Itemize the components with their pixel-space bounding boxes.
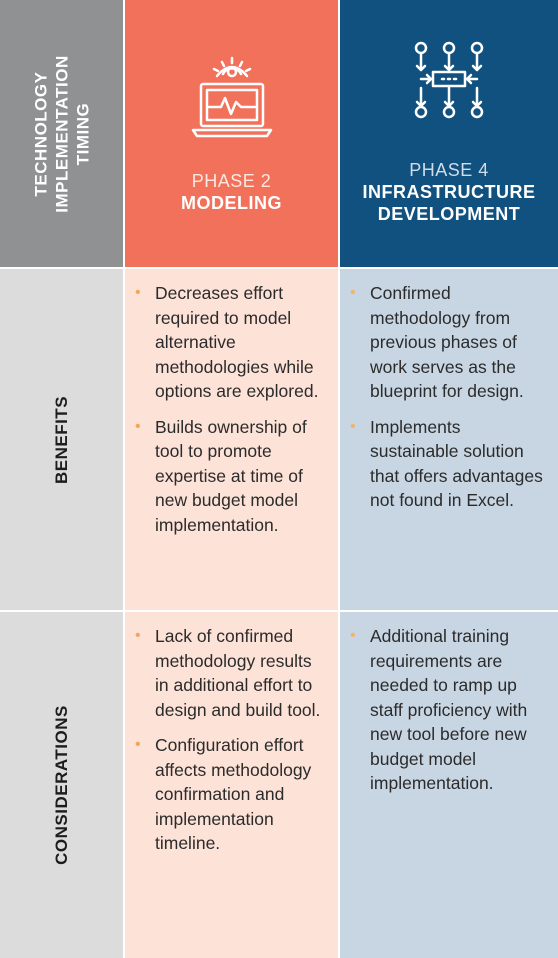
title-line-3: TIMING [73,102,92,165]
list-item: Decreases effort required to model alter… [135,281,328,404]
benefits-phase4-list: Confirmed methodology from previous phas… [340,269,558,513]
laptop-gear-icon [191,56,272,138]
phase4-number: PHASE 4 [409,160,489,180]
phase2-header: PHASE 2 MODELING [125,0,340,267]
considerations-label: CONSIDERATIONS [51,705,71,865]
phase2-name: MODELING [181,193,282,213]
list-item: Implements sustainable solution that off… [350,415,548,513]
header-label-cell: TECHNOLOGY IMPLEMENTATION TIMING [0,0,125,267]
phase4-name-line-1: INFRASTRUCTURE [362,182,536,202]
considerations-phase2-cell: Lack of confirmed methodology results in… [125,610,340,958]
benefits-phase2-list: Decreases effort required to model alter… [125,269,338,537]
table-title: TECHNOLOGY IMPLEMENTATION TIMING [30,55,93,212]
list-item: Confirmed methodology from previous phas… [350,281,548,404]
benefits-phase2-cell: Decreases effort required to model alter… [125,267,340,610]
phase2-number: PHASE 2 [191,171,272,191]
considerations-phase4-list: Additional training requirements are nee… [340,612,558,796]
phase2-title: PHASE 2 MODELING [125,170,338,214]
list-item: Builds ownership of tool to promote expe… [135,415,328,538]
phase4-title: PHASE 4 INFRASTRUCTURE DEVELOPMENT [340,159,558,225]
considerations-label-cell: CONSIDERATIONS [0,610,125,958]
benefits-label: BENEFITS [51,395,71,484]
considerations-phase4-cell: Additional training requirements are nee… [340,610,558,958]
title-line-1: TECHNOLOGY [31,71,50,196]
list-item: Lack of confirmed methodology results in… [135,624,328,722]
phase4-name-line-2: DEVELOPMENT [377,204,521,224]
phase4-header: PHASE 4 INFRASTRUCTURE DEVELOPMENT [340,0,558,267]
list-item: Additional training requirements are nee… [350,624,548,796]
title-line-2: IMPLEMENTATION [52,54,71,213]
benefits-phase4-cell: Confirmed methodology from previous phas… [340,267,558,610]
benefits-label-cell: BENEFITS [0,267,125,610]
list-item: Configuration effort affects methodology… [135,733,328,856]
considerations-phase2-list: Lack of confirmed methodology results in… [125,612,338,856]
network-flow-icon [414,41,484,119]
